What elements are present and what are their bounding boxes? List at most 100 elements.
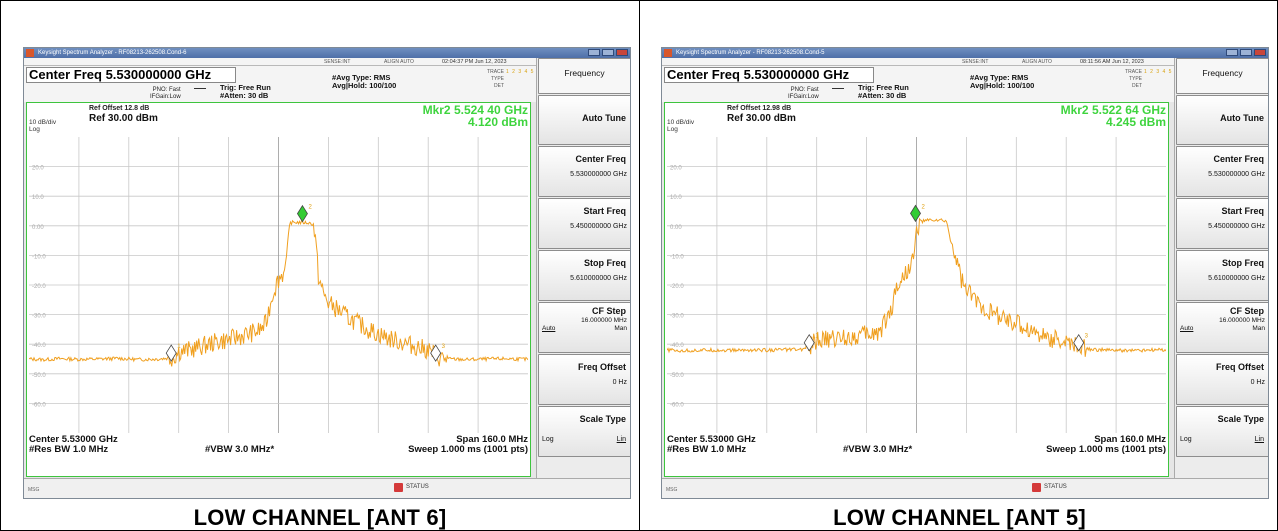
marker-amp: 4.245 dBm: [1105, 115, 1166, 129]
spectrum-graticule[interactable]: 20.0 10.0 0.00 -10.0 -20.0 -30.0 -40.0 -50.0 -60…: [29, 137, 528, 433]
span-label: Span 160.0 MHz: [1094, 434, 1166, 445]
y-tick-label: -30.0: [32, 314, 46, 320]
start-freq-key-label: Start Freq: [1221, 206, 1264, 216]
center-freq-key-label: Center Freq: [1213, 154, 1264, 164]
marker-amp: 4.120 dBm: [467, 115, 528, 129]
y-tick-label: 20.0: [670, 166, 682, 172]
cf-step-man[interactable]: Man: [614, 325, 627, 332]
start-freq-key-value: 5.450000000 GHz: [1208, 223, 1265, 230]
pno-label: PNO: Fast: [790, 87, 819, 93]
msg-label: MSG: [666, 487, 678, 493]
y-tick-label: -20.0: [32, 284, 46, 290]
marker-1-icon[interactable]: [165, 344, 177, 362]
scale-type-lin[interactable]: Lin: [1254, 436, 1264, 443]
stop-freq-button[interactable]: Stop Freq 5.610000000 GHz: [1176, 250, 1268, 301]
y-tick-label: -40.0: [670, 343, 684, 349]
close-icon[interactable]: [1254, 49, 1266, 56]
marker-readout: Mkr2 5.522 64 GHz 4.245 dBm: [1061, 104, 1166, 128]
window-controls: [588, 49, 628, 56]
spectrum-graticule[interactable]: 20.0 10.0 0.00 -10.0 -20.0 -30.0 -40.0 -50.0 -60…: [667, 137, 1166, 433]
trace-label: TRACE: [487, 69, 504, 75]
y-tick-label: -60.0: [32, 402, 46, 408]
align-status: ALIGN AUTO: [384, 59, 414, 65]
softkey-panel: Frequency Auto Tune Center Freq 5.530000…: [1174, 58, 1268, 478]
minimize-icon[interactable]: [588, 49, 600, 56]
ref-level: Ref 30.00 dBm: [727, 113, 796, 124]
db-div-label: 10 dB/div: [29, 119, 57, 126]
marker-2-icon[interactable]: [296, 204, 308, 223]
plot-area[interactable]: Ref Offset 12.98 dB Ref 30.00 dBm 10 dB/…: [664, 102, 1169, 477]
scale-type-log[interactable]: Log: [1180, 436, 1192, 443]
maximize-icon[interactable]: [1240, 49, 1252, 56]
window-titlebar: Keysight Spectrum Analyzer - RF08213-262…: [662, 48, 1268, 58]
plot-area[interactable]: Ref Offset 12.8 dB Ref 30.00 dBm 10 dB/d…: [26, 102, 531, 477]
y-tick-label: -30.0: [670, 314, 684, 320]
freq-offset-button[interactable]: Freq Offset 0 Hz: [1176, 354, 1268, 405]
marker-3-icon[interactable]: [1073, 333, 1085, 352]
panel-ant6: Keysight Spectrum Analyzer - RF08213-262…: [1, 1, 640, 531]
y-tick-label: -10.0: [32, 254, 46, 260]
det-label: DET: [494, 83, 504, 89]
close-icon[interactable]: [616, 49, 628, 56]
start-freq-key-value: 5.450000000 GHz: [570, 223, 627, 230]
log-label: Log: [29, 126, 40, 133]
cf-step-key-label: CF Step: [1229, 306, 1264, 316]
scale-per-div: 10 dB/div Log: [29, 119, 56, 133]
auto-tune-button[interactable]: Auto Tune: [1176, 95, 1268, 145]
maximize-icon[interactable]: [602, 49, 614, 56]
y-tick-label: 0.00: [32, 225, 44, 231]
start-freq-button[interactable]: Start Freq 5.450000000 GHz: [1176, 198, 1268, 249]
active-function-center-freq[interactable]: Center Freq 5.530000000 GHz: [664, 67, 874, 83]
start-freq-button[interactable]: Start Freq 5.450000000 GHz: [538, 198, 630, 249]
scale-type-key-label: Scale Type: [1217, 414, 1264, 424]
marker-readout: Mkr2 5.524 40 GHz 4.120 dBm: [423, 104, 528, 128]
minimize-icon[interactable]: [1226, 49, 1238, 56]
center-freq-button[interactable]: Center Freq 5.530000000 GHz: [1176, 146, 1268, 197]
center-freq-button[interactable]: Center Freq 5.530000000 GHz: [538, 146, 630, 197]
stop-freq-key-value: 5.610000000 GHz: [1208, 275, 1265, 282]
marker-label: 2: [308, 205, 312, 211]
trace-numbers: 1 2 3 4 5 6: [506, 69, 541, 75]
softkey-title: Frequency: [538, 58, 630, 94]
scale-type-log[interactable]: Log: [542, 436, 554, 443]
auto-tune-label: Auto Tune: [1220, 113, 1264, 123]
marker-1-icon[interactable]: [803, 333, 815, 352]
auto-tune-button[interactable]: Auto Tune: [538, 95, 630, 145]
scale-type-button[interactable]: Scale Type Log Lin: [538, 406, 630, 457]
ref-offset: Ref Offset 12.98 dB: [727, 105, 792, 112]
cf-step-button[interactable]: CF Step 16.000000 MHz Auto Man: [538, 302, 630, 353]
avg-hold-label: Avg|Hold: 100/100: [970, 81, 1035, 90]
avg-settings: #Avg Type: RMS Avg|Hold: 100/100: [332, 74, 396, 90]
plot-footer: Center 5.53000 GHz #Res BW 1.0 MHz #VBW …: [665, 433, 1168, 475]
stop-freq-button[interactable]: Stop Freq 5.610000000 GHz: [538, 250, 630, 301]
status-label[interactable]: STATUS: [1032, 483, 1067, 492]
status-label[interactable]: STATUS: [394, 483, 429, 492]
marker-3-icon[interactable]: [430, 344, 442, 362]
timestamp: 02:04:37 PM Jun 12, 2023: [442, 59, 507, 65]
freq-offset-button[interactable]: Freq Offset 0 Hz: [538, 354, 630, 405]
y-tick-label: 10.0: [32, 195, 44, 201]
scale-type-button[interactable]: Scale Type Log Lin: [1176, 406, 1268, 457]
trace-label: TRACE: [1125, 69, 1142, 75]
panel-ant5: Keysight Spectrum Analyzer - RF08213-262…: [640, 1, 1278, 531]
y-tick-label: 0.00: [670, 225, 682, 231]
pno-ifgain: PNO: Fast IFGain:Low: [150, 87, 181, 101]
res-bw-label: #Res BW 1.0 MHz: [667, 444, 747, 455]
freq-offset-key-label: Freq Offset: [577, 362, 626, 372]
cf-step-auto[interactable]: Auto: [542, 325, 556, 332]
center-freq-label: Center 5.53000 GHz: [667, 434, 756, 445]
spectrum-analyzer-window: Keysight Spectrum Analyzer - RF08213-262…: [23, 47, 631, 499]
vbw-label: #VBW 3.0 MHz*: [205, 444, 275, 455]
y-tick-label: -60.0: [670, 402, 684, 408]
cf-step-man[interactable]: Man: [1252, 325, 1265, 332]
cf-step-button[interactable]: CF Step 16.000000 MHz Auto Man: [1176, 302, 1268, 353]
active-function-center-freq[interactable]: Center Freq 5.530000000 GHz: [26, 67, 236, 83]
cf-step-auto[interactable]: Auto: [1180, 325, 1194, 332]
plot-footer: Center 5.53000 GHz #Res BW 1.0 MHz #VBW …: [27, 433, 530, 475]
timestamp: 08:11:56 AM Jun 12, 2023: [1080, 59, 1144, 65]
res-bw-label: #Res BW 1.0 MHz: [29, 444, 109, 455]
marker-2-icon[interactable]: [910, 204, 921, 223]
marker-label: 1: [177, 344, 181, 350]
scale-type-key-label: Scale Type: [579, 414, 626, 424]
scale-type-lin[interactable]: Lin: [616, 436, 626, 443]
